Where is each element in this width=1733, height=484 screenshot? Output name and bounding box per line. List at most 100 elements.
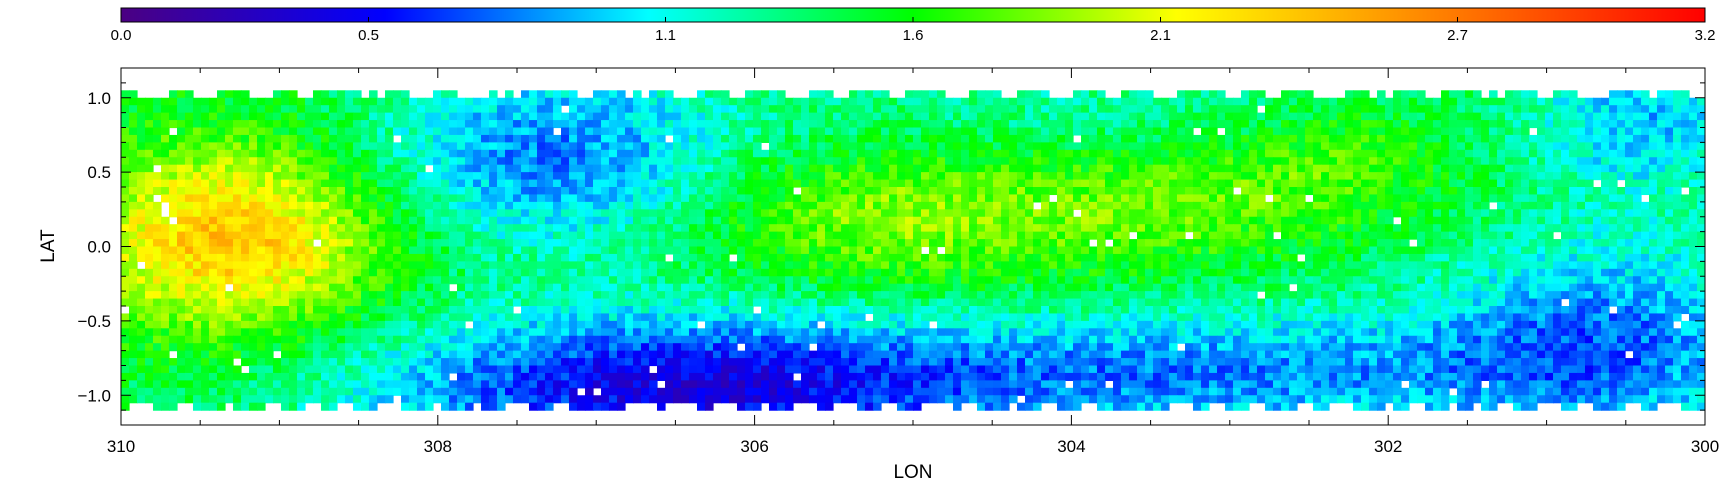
heatmap-cell [673, 261, 682, 270]
heatmap-cell [201, 216, 210, 225]
heatmap-cell [1193, 120, 1202, 129]
heatmap-cell [953, 134, 962, 143]
heatmap-cell [193, 209, 202, 218]
heatmap-cell [417, 253, 426, 262]
heatmap-cell [1625, 253, 1634, 262]
heatmap-cell [1209, 268, 1218, 277]
heatmap-cell [1657, 157, 1666, 166]
heatmap-cell [1065, 246, 1074, 255]
heatmap-cell [1305, 134, 1314, 143]
heatmap-cell [1585, 120, 1594, 129]
heatmap-cell [1201, 276, 1210, 285]
heatmap-cell [1337, 105, 1346, 114]
heatmap-cell [1281, 105, 1290, 114]
heatmap-cell [1153, 127, 1162, 136]
heatmap-cell [993, 276, 1002, 285]
heatmap-cell [1289, 209, 1298, 218]
heatmap-cell [849, 246, 858, 255]
heatmap-cell [697, 261, 706, 270]
heatmap-cell [1337, 268, 1346, 277]
heatmap-cell [345, 149, 354, 158]
heatmap-cell [1505, 201, 1514, 210]
heatmap-cell [1473, 179, 1482, 188]
heatmap-cell [561, 231, 570, 240]
heatmap-cell [225, 216, 234, 225]
heatmap-cell [1033, 239, 1042, 248]
heatmap-cell [513, 134, 522, 143]
heatmap-cell [521, 268, 530, 277]
heatmap-cell [1569, 172, 1578, 181]
heatmap-cell [201, 112, 210, 121]
heatmap-cell [489, 261, 498, 270]
heatmap-cell [1481, 105, 1490, 114]
heatmap-cell [409, 201, 418, 210]
heatmap-cell [1633, 90, 1642, 99]
heatmap-cell [1321, 253, 1330, 262]
heatmap-cell [1449, 157, 1458, 166]
heatmap-cell [881, 164, 890, 173]
heatmap-cell [361, 276, 370, 285]
heatmap-cell [1097, 239, 1106, 248]
heatmap-cell [705, 231, 714, 240]
heatmap-cell [1161, 157, 1170, 166]
heatmap-cell [1537, 231, 1546, 240]
heatmap-cell [665, 149, 674, 158]
heatmap-cell [337, 224, 346, 233]
heatmap-cell [1297, 268, 1306, 277]
heatmap-cell [1521, 231, 1530, 240]
heatmap-cell [1305, 112, 1314, 121]
heatmap-cell [1553, 179, 1562, 188]
heatmap-cell [977, 201, 986, 210]
heatmap-cell [1233, 231, 1242, 240]
heatmap-cell [1353, 231, 1362, 240]
heatmap-cell [1497, 120, 1506, 129]
heatmap-cell [977, 187, 986, 196]
heatmap-cell [849, 216, 858, 225]
heatmap-cell [473, 246, 482, 255]
heatmap-cell [1233, 239, 1242, 248]
heatmap-cell [1281, 246, 1290, 255]
heatmap-cell [809, 90, 818, 99]
heatmap-cell [313, 90, 322, 99]
heatmap-cell [1617, 120, 1626, 129]
heatmap-cell [633, 224, 642, 233]
heatmap-cell [1417, 194, 1426, 203]
heatmap-cell [1145, 224, 1154, 233]
heatmap-cell [977, 164, 986, 173]
heatmap-cell [265, 120, 274, 129]
heatmap-cell [585, 179, 594, 188]
heatmap-cell [345, 224, 354, 233]
heatmap-cell [297, 268, 306, 277]
heatmap-cell [1529, 187, 1538, 196]
heatmap-cell [185, 187, 194, 196]
heatmap-cell [369, 105, 378, 114]
heatmap-cell [289, 164, 298, 173]
heatmap-cell [1537, 157, 1546, 166]
heatmap-cell [1673, 253, 1682, 262]
heatmap-cell [417, 120, 426, 129]
heatmap-cell [297, 216, 306, 225]
heatmap-cell [1321, 149, 1330, 158]
heatmap-cell [1017, 142, 1026, 151]
heatmap-cell [1057, 187, 1066, 196]
heatmap-cell [1401, 187, 1410, 196]
heatmap-cell [489, 90, 498, 99]
heatmap-cell [601, 216, 610, 225]
heatmap-cell [777, 194, 786, 203]
heatmap-cell [1569, 134, 1578, 143]
heatmap-cell [857, 224, 866, 233]
heatmap-cell [1473, 90, 1482, 99]
heatmap-cell [1633, 209, 1642, 218]
heatmap-cell [1337, 194, 1346, 203]
heatmap-cell [1409, 172, 1418, 181]
heatmap-cell [593, 149, 602, 158]
heatmap-cell [1281, 224, 1290, 233]
heatmap-cell [1257, 164, 1266, 173]
heatmap-cell [1265, 209, 1274, 218]
heatmap-cell [1673, 187, 1682, 196]
heatmap-cell [1177, 201, 1186, 210]
heatmap-cell [1489, 127, 1498, 136]
heatmap-cell [1009, 187, 1018, 196]
heatmap-cell [961, 268, 970, 277]
heatmap-cell [153, 239, 162, 248]
